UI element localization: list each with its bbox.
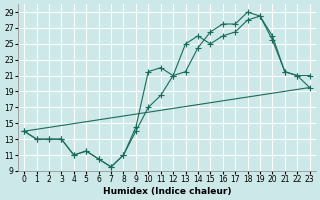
X-axis label: Humidex (Indice chaleur): Humidex (Indice chaleur) <box>103 187 231 196</box>
